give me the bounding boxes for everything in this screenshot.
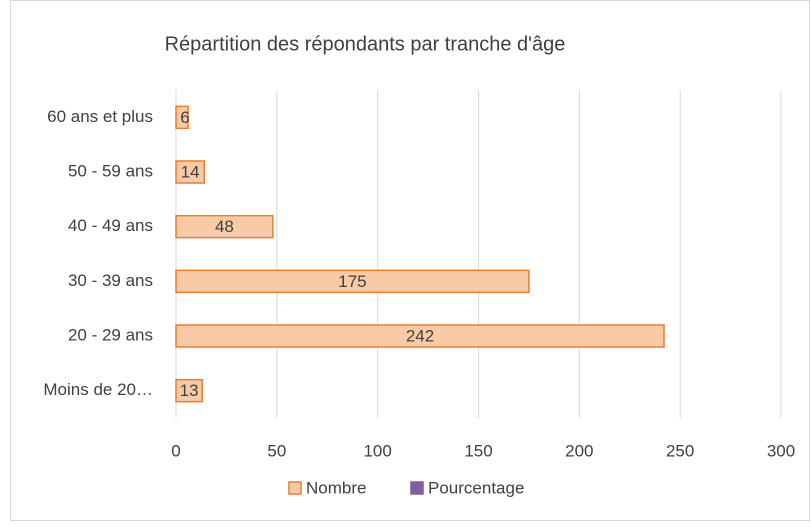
y-tick-label: 30 - 39 ans [68,271,153,290]
bar [175,324,665,348]
bar [175,160,205,184]
y-tick-label: Moins de 20… [43,380,153,399]
chart-border [10,0,810,521]
data-label: 13 [180,381,199,400]
data-label: 242 [406,326,434,345]
x-tick-label: 250 [666,441,694,460]
data-label: 6 [180,108,189,127]
legend-swatch [410,481,424,495]
bar [175,105,189,130]
legend-label: Nombre [306,478,366,497]
x-tick-label: 200 [565,441,593,460]
legend-swatch [288,481,302,495]
x-tick-label: 0 [171,441,180,460]
data-label: 175 [338,272,366,291]
data-label: 14 [181,162,200,181]
data-label: 48 [215,217,234,236]
chart-title: Répartition des répondants par tranche d… [165,33,566,55]
x-tick-label: 300 [767,441,795,460]
bar [175,378,203,403]
y-tick-label: 20 - 29 ans [68,325,153,344]
legend-label: Pourcentage [428,478,524,497]
x-tick-label: 100 [363,441,391,460]
x-tick-label: 50 [267,441,286,460]
bar [175,269,530,294]
bar [175,214,274,239]
y-tick-label: 60 ans et plus [47,107,153,126]
y-tick-label: 40 - 49 ans [68,216,153,235]
x-tick-label: 150 [464,441,492,460]
y-tick-label: 50 - 59 ans [68,161,153,180]
